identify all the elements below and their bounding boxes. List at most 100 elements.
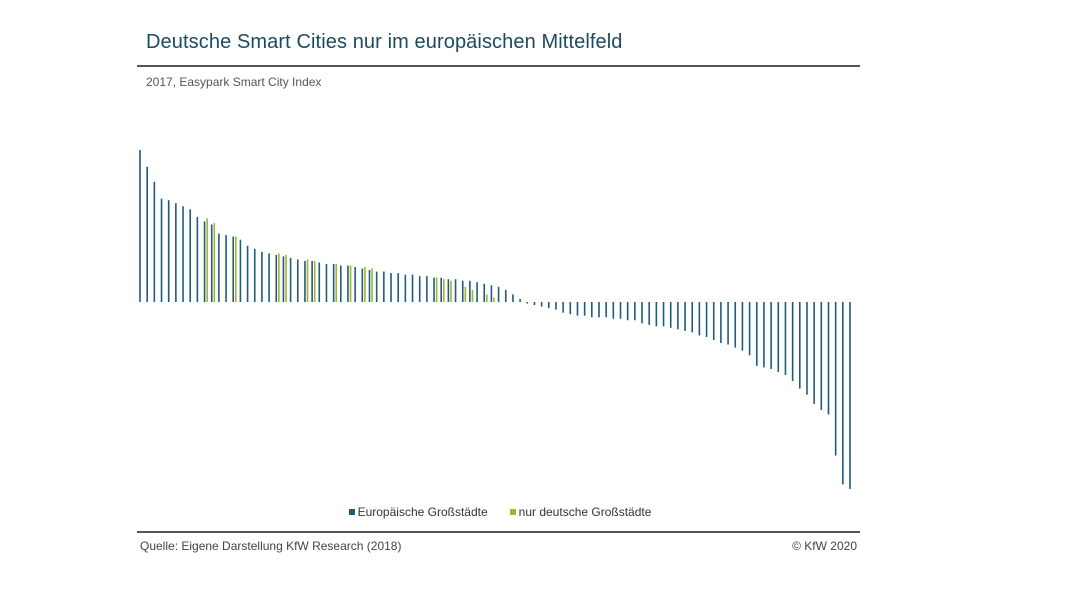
bar-european-42 bbox=[440, 277, 443, 302]
bar-european-81 bbox=[720, 302, 722, 344]
bar-european-6 bbox=[182, 206, 184, 302]
bar-german-13 bbox=[450, 280, 452, 302]
bar-european-23 bbox=[304, 260, 306, 302]
bar-european-91 bbox=[791, 302, 794, 382]
bar-european-7 bbox=[189, 209, 191, 302]
legend-label-german: nur deutsche Großstädte bbox=[518, 505, 652, 519]
chart-legend: Europäische Großstädte nur deutsche Groß… bbox=[0, 505, 1000, 519]
bar-european-27 bbox=[332, 264, 335, 302]
bar-european-62 bbox=[583, 302, 586, 316]
bar-european-72 bbox=[655, 302, 658, 327]
header-divider bbox=[137, 65, 860, 67]
bar-european-39 bbox=[418, 276, 421, 302]
bar-european-79 bbox=[705, 302, 708, 337]
bar-german-5 bbox=[306, 259, 309, 302]
bar-european-16 bbox=[253, 248, 256, 302]
bar-european-26 bbox=[325, 264, 328, 302]
bar-european-99 bbox=[849, 302, 851, 489]
bar-european-34 bbox=[383, 271, 385, 302]
chart-subtitle: 2017, Easypark Smart City Index bbox=[146, 75, 322, 89]
bar-european-20 bbox=[282, 256, 285, 302]
bar-european-56 bbox=[540, 302, 543, 307]
bar-european-96 bbox=[827, 302, 830, 415]
bar-european-67 bbox=[619, 302, 622, 319]
bar-european-63 bbox=[591, 302, 593, 318]
bar-german-1 bbox=[213, 222, 216, 302]
bar-european-37 bbox=[404, 274, 407, 302]
bar-european-95 bbox=[820, 302, 823, 410]
bar-european-2 bbox=[153, 181, 156, 302]
bar-european-38 bbox=[411, 274, 414, 302]
bar-european-69 bbox=[634, 302, 636, 321]
chart-title: Deutsche Smart Cities nur im europäische… bbox=[146, 31, 623, 53]
bar-european-17 bbox=[261, 251, 263, 302]
bar-european-94 bbox=[813, 302, 815, 404]
bar-european-33 bbox=[375, 271, 378, 302]
bar-european-11 bbox=[218, 233, 220, 302]
bar-german-3 bbox=[278, 253, 280, 302]
bar-european-44 bbox=[454, 279, 457, 302]
bar-european-12 bbox=[225, 235, 227, 302]
bar-european-55 bbox=[533, 302, 536, 306]
bar-german-9 bbox=[364, 267, 366, 302]
bar-european-48 bbox=[483, 283, 486, 302]
bar-european-46 bbox=[469, 280, 471, 302]
bar-european-83 bbox=[734, 302, 737, 348]
bar-european-47 bbox=[476, 282, 478, 302]
bar-german-0 bbox=[206, 218, 208, 302]
bar-european-64 bbox=[598, 302, 600, 318]
bar-european-74 bbox=[669, 302, 672, 328]
bar-german-12 bbox=[443, 279, 445, 302]
bar-european-40 bbox=[426, 276, 428, 302]
bar-european-29 bbox=[347, 265, 349, 302]
bar-european-3 bbox=[160, 198, 163, 302]
bar-european-68 bbox=[626, 302, 629, 321]
legend-swatch-german bbox=[509, 509, 516, 515]
bar-european-70 bbox=[641, 302, 643, 324]
bar-german-16 bbox=[486, 294, 488, 302]
bar-european-35 bbox=[390, 273, 392, 302]
bar-european-28 bbox=[340, 265, 342, 302]
bar-european-71 bbox=[648, 302, 650, 325]
legend-item-german: nur deutsche Großstädte bbox=[509, 505, 652, 519]
bar-european-61 bbox=[576, 302, 579, 316]
legend-swatch-european bbox=[348, 509, 355, 515]
footer-divider bbox=[137, 531, 860, 533]
bar-german-6 bbox=[313, 260, 316, 302]
bar-european-58 bbox=[555, 302, 557, 310]
bar-european-0 bbox=[139, 150, 141, 302]
bar-european-60 bbox=[569, 302, 572, 315]
bar-german-15 bbox=[471, 289, 474, 302]
bar-european-9 bbox=[203, 221, 206, 302]
bar-european-43 bbox=[447, 279, 450, 302]
bar-european-31 bbox=[361, 268, 364, 302]
bar-european-97 bbox=[834, 302, 837, 456]
bar-european-84 bbox=[741, 302, 744, 351]
bar-european-50 bbox=[497, 286, 500, 302]
source-note: Quelle: Eigene Darstellung KfW Research … bbox=[140, 539, 402, 553]
bar-european-65 bbox=[605, 302, 607, 318]
bar-european-76 bbox=[684, 302, 686, 331]
bar-german-11 bbox=[435, 277, 438, 302]
bar-european-93 bbox=[806, 302, 808, 395]
legend-item-european: Europäische Großstädte bbox=[348, 505, 488, 519]
bar-european-77 bbox=[691, 302, 694, 333]
bar-european-15 bbox=[246, 245, 249, 302]
bar-european-86 bbox=[755, 302, 758, 366]
bar-european-8 bbox=[196, 216, 199, 302]
bar-european-41 bbox=[433, 277, 435, 302]
bar-european-30 bbox=[354, 267, 356, 302]
bar-european-22 bbox=[296, 259, 299, 302]
bar-european-88 bbox=[770, 302, 772, 369]
bar-european-1 bbox=[146, 166, 148, 302]
bar-european-82 bbox=[727, 302, 729, 345]
bar-european-21 bbox=[289, 257, 292, 302]
bar-german-4 bbox=[285, 254, 287, 302]
bar-european-92 bbox=[799, 302, 801, 389]
bar-european-36 bbox=[397, 273, 399, 302]
bar-european-14 bbox=[239, 239, 242, 302]
bar-european-80 bbox=[712, 302, 715, 340]
bar-european-32 bbox=[368, 270, 371, 302]
bar-european-13 bbox=[232, 236, 235, 302]
bar-german-10 bbox=[371, 268, 373, 302]
